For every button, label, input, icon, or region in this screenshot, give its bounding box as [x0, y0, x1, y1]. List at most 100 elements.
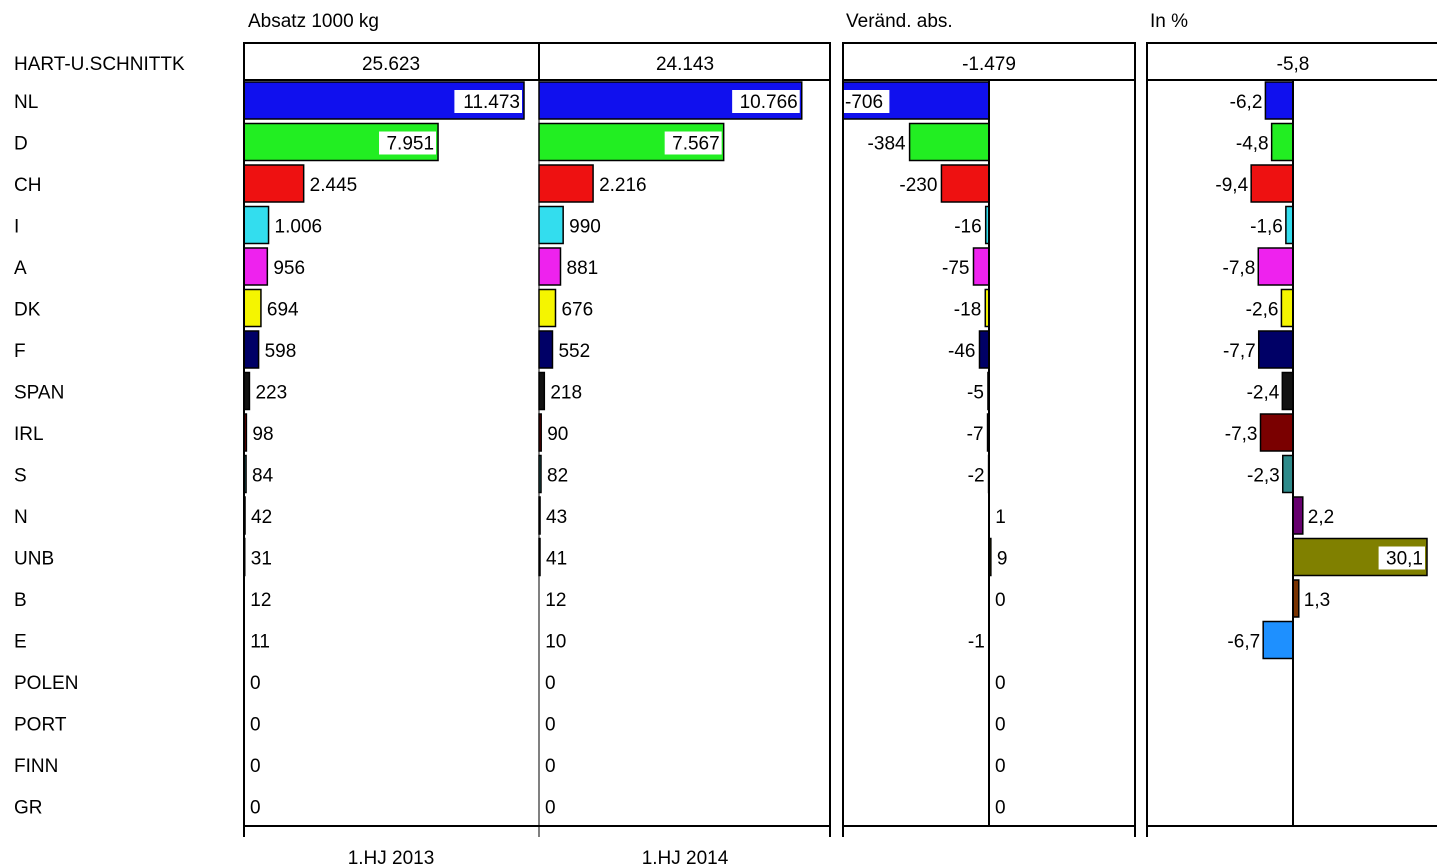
label-2014-i: 990 [569, 217, 601, 238]
label-2013-i: 1.006 [275, 217, 323, 238]
bar-change-pct-irl [1259, 413, 1294, 452]
bar-change-pct-n [1292, 496, 1304, 535]
category-label-a: A [14, 258, 27, 279]
label-2014-d: 7.567 [672, 134, 720, 155]
label-2014-finn: 0 [545, 756, 556, 777]
category-label-nl: NL [14, 92, 38, 113]
label-change-abs-nl: -706 [845, 92, 883, 113]
label-change-pct-span-bg [1234, 380, 1282, 404]
label-change-abs-f-bg [941, 339, 978, 362]
label-change-abs-finn: 0 [995, 756, 1006, 777]
category-label-ch: CH [14, 175, 41, 196]
category-label-gr: GR [14, 798, 43, 819]
label-change-pct-b: 1,3 [1304, 590, 1330, 611]
panel-title-change-abs: Veränd. abs. [846, 11, 953, 32]
label-change-abs-d-bg [861, 131, 908, 155]
label-2013-n: 42 [251, 507, 272, 528]
label-2013-b: 12 [250, 590, 271, 611]
category-label-irl: IRL [14, 424, 44, 445]
bar-2013-i [243, 205, 270, 245]
label-change-pct-ch: -9,4 [1215, 175, 1248, 196]
category-label-e: E [14, 632, 27, 653]
panel-title-change-pct: In % [1150, 11, 1188, 32]
bar-2014-dk [538, 288, 557, 328]
label-2014-polen: 0 [545, 673, 556, 694]
label-change-pct-ch-bg [1203, 173, 1251, 196]
category-label-polen: POLEN [14, 673, 78, 694]
total-value-2013: 25.623 [362, 54, 420, 75]
label-2013-unb: 31 [251, 549, 272, 570]
label-change-pct-n: 2,2 [1308, 507, 1334, 528]
label-change-abs-f: -46 [948, 341, 975, 362]
total-value-change-abs: -1.479 [962, 54, 1016, 75]
label-change-abs-polen: 0 [995, 673, 1006, 694]
period-label-2013: 1.HJ 2013 [348, 848, 435, 868]
total-value-2014: 24.143 [656, 54, 714, 75]
bar-change-pct-s [1282, 454, 1294, 494]
label-2014-port: 0 [545, 715, 556, 736]
bar-change-abs-a [972, 247, 990, 286]
label-2013-nl: 11.473 [463, 92, 520, 113]
bar-2014-ch [538, 164, 594, 203]
category-label-s: S [14, 466, 27, 487]
label-change-abs-gr: 0 [995, 798, 1006, 819]
label-2013-irl: 98 [252, 424, 273, 445]
total-value-change-pct: -5,8 [1277, 54, 1310, 75]
bar-change-abs-f [978, 330, 990, 369]
label-change-pct-i-bg [1238, 214, 1285, 238]
bar-change-pct-span [1281, 371, 1294, 411]
label-change-pct-span: -2,4 [1247, 383, 1280, 404]
label-2014-unb: 41 [546, 549, 567, 570]
label-change-pct-s-bg [1235, 463, 1282, 487]
bar-2013-dk [243, 288, 262, 328]
bar-change-pct-a [1257, 247, 1294, 286]
label-2014-f: 552 [558, 341, 590, 362]
bar-change-pct-ch [1250, 164, 1294, 203]
label-change-pct-f-bg [1211, 339, 1258, 362]
label-change-abs-ch: -230 [899, 175, 937, 196]
category-label-f: F [14, 341, 26, 362]
bar-2014-i [538, 205, 564, 245]
label-2013-e: 11 [250, 632, 270, 653]
bar-change-pct-f [1257, 330, 1294, 369]
panel-frames [243, 43, 1437, 837]
label-change-abs-a-bg [935, 256, 972, 279]
category-label-dk: DK [14, 300, 41, 321]
label-change-abs-d: -384 [868, 134, 906, 155]
label-2013-nl-bg [454, 90, 522, 113]
label-change-pct-a: -7,8 [1223, 258, 1256, 279]
panel-titles: Absatz 1000 kg Veränd. abs. In % [248, 11, 1188, 32]
total-cell-2014 [538, 42, 831, 81]
bar-change-pct-nl [1264, 81, 1294, 120]
label-change-abs-irl: -7 [967, 424, 984, 445]
label-2013-finn: 0 [250, 756, 261, 777]
label-change-abs-s: -2 [968, 466, 985, 487]
label-change-pct-unb-bg [1378, 546, 1425, 570]
total-row-label: HART-U.SCHNITTK [14, 54, 185, 75]
label-change-pct-nl-bg [1217, 90, 1265, 113]
bar-change-abs-d [908, 122, 990, 162]
bar-2013-f [243, 330, 260, 369]
label-2014-a: 881 [567, 258, 599, 279]
label-change-abs-b: 0 [995, 590, 1006, 611]
label-change-pct-a-bg [1210, 256, 1258, 279]
label-2013-span: 223 [255, 383, 287, 404]
label-2013-gr: 0 [250, 798, 261, 819]
label-change-abs-irl-bg [960, 422, 986, 445]
label-2014-e: 10 [545, 632, 566, 653]
label-change-abs-n: 1 [995, 507, 1006, 528]
label-2014-ch: 2.216 [599, 175, 647, 196]
label-2014-s: 82 [547, 466, 568, 487]
label-change-abs-ch-bg [893, 173, 940, 196]
label-2014-nl-bg [732, 90, 800, 113]
label-change-abs-dk-bg [947, 297, 984, 321]
label-change-abs-port: 0 [995, 715, 1006, 736]
label-change-pct-dk: -2,6 [1246, 300, 1279, 321]
label-2014-irl: 90 [547, 424, 568, 445]
label-change-abs-span: -5 [967, 383, 984, 404]
label-change-pct-irl: -7,3 [1225, 424, 1258, 445]
label-2013-a: 956 [273, 258, 305, 279]
total-cell-change-pct [1146, 42, 1437, 81]
label-change-pct-f: -7,7 [1223, 341, 1256, 362]
